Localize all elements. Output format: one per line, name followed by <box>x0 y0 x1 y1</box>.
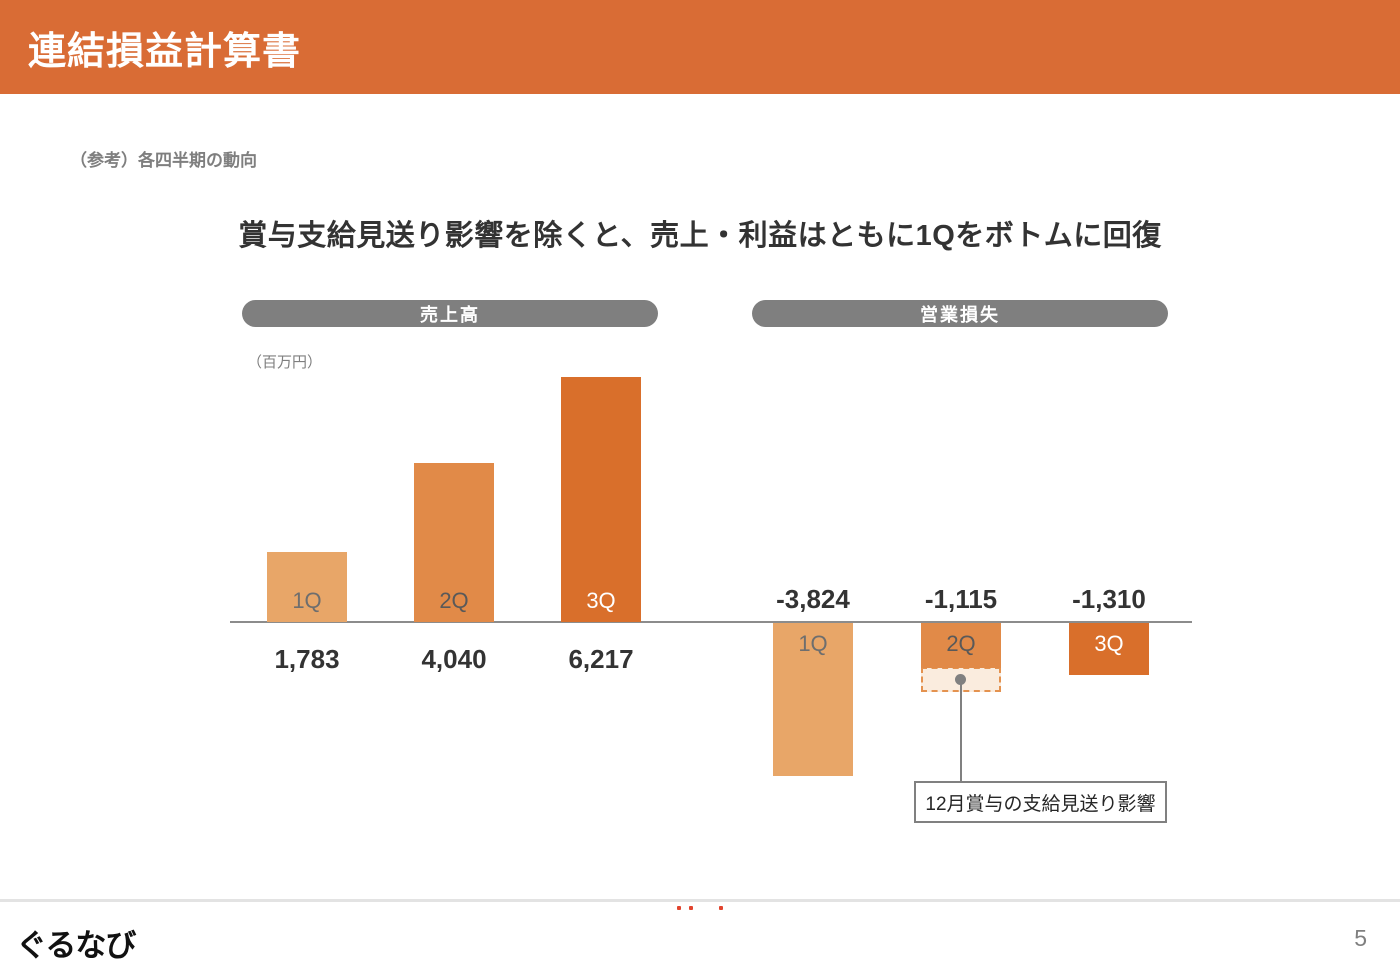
gurunavi-logo: ぐるなび <box>16 928 136 963</box>
x-axis <box>230 621 1192 623</box>
bar-1q: 1Q <box>773 623 853 776</box>
annotation-text: 12月賞与の支給見送り影響 <box>925 793 1156 815</box>
bar-1q: 1Q <box>267 552 347 622</box>
footer-divider <box>0 899 1400 902</box>
bar-category-label: 3Q <box>586 588 616 613</box>
red-speck <box>719 906 723 910</box>
bar-category-label: 2Q <box>439 588 469 613</box>
bar-category-label: 3Q <box>1094 631 1124 656</box>
bar-category-label: 1Q <box>798 631 828 656</box>
page-title: 連結損益計算書 <box>28 30 302 73</box>
callout-connector-line <box>960 679 962 781</box>
sales-value-labels: 1,783 4,040 6,217 <box>267 644 647 678</box>
loss-bar-chart: 1Q 2Q 3Q <box>773 623 1153 808</box>
bar-category-label: 2Q <box>946 631 976 656</box>
bar-3q: 3Q <box>1069 623 1149 675</box>
bar-2q: 2Q <box>414 463 494 622</box>
slide-header: 連結損益計算書 <box>0 0 1400 94</box>
bar-value-label: 1,783 <box>274 644 340 674</box>
key-message: 賞与支給見送り影響を除くと、売上・利益はともに1Qをボトムに回復 <box>238 220 1162 252</box>
chart-title-sales: 売上高 <box>242 300 658 327</box>
callout-connector-dot <box>955 674 966 685</box>
unit-label: （百万円） <box>247 354 323 371</box>
bar-2q: 2Q <box>921 623 1001 668</box>
red-speck <box>677 906 681 910</box>
page-number: 5 <box>1354 925 1367 951</box>
red-speck <box>689 906 693 910</box>
chart-title-operating-loss: 営業損失 <box>752 300 1168 327</box>
section-subtitle: （参考）各四半期の動向 <box>70 151 257 170</box>
bar-value-label: 4,040 <box>421 644 487 674</box>
bar-value-label: -1,115 <box>924 584 998 614</box>
annotation-box: 12月賞与の支給見送り影響 <box>914 781 1167 823</box>
bar-value-label: -3,824 <box>776 584 850 614</box>
loss-value-labels: -3,824 -1,115 -1,310 <box>773 584 1153 618</box>
bar-3q: 3Q <box>561 377 641 622</box>
bar-value-label: -1,310 <box>1072 584 1146 614</box>
sales-bar-chart: 1Q 2Q 3Q <box>267 377 647 622</box>
bar-category-label: 1Q <box>292 588 322 613</box>
bar-value-label: 6,217 <box>568 644 634 674</box>
